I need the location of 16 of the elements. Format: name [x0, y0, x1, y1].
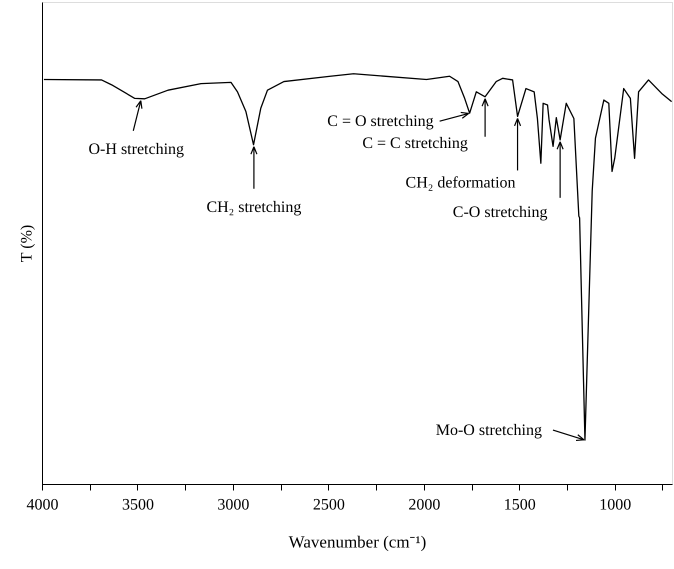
annotation: O-H stretching: [88, 140, 184, 158]
x-tick-label: 4000: [26, 496, 58, 514]
x-tick-label: 3500: [122, 496, 154, 514]
x-tick-label: 2000: [408, 496, 440, 514]
x-tick-label: 1000: [599, 496, 632, 514]
annotation: C-O stretching: [452, 204, 548, 221]
annotation: CH₂ deformation: [406, 174, 516, 192]
x-tick-label: 2500: [312, 496, 345, 514]
x-axis-title: Wavenumber (cm⁻¹): [288, 532, 426, 552]
annotation: C = O stretching: [327, 113, 434, 130]
x-tick-label: 1500: [504, 496, 536, 514]
y-axis-title: T (%): [18, 224, 36, 262]
annotation: Mo-O stretching: [436, 422, 542, 440]
annotation: CH₂ stretching: [206, 198, 302, 216]
annotation: C = C stretching: [362, 134, 468, 152]
x-tick-label: 3000: [217, 496, 250, 514]
